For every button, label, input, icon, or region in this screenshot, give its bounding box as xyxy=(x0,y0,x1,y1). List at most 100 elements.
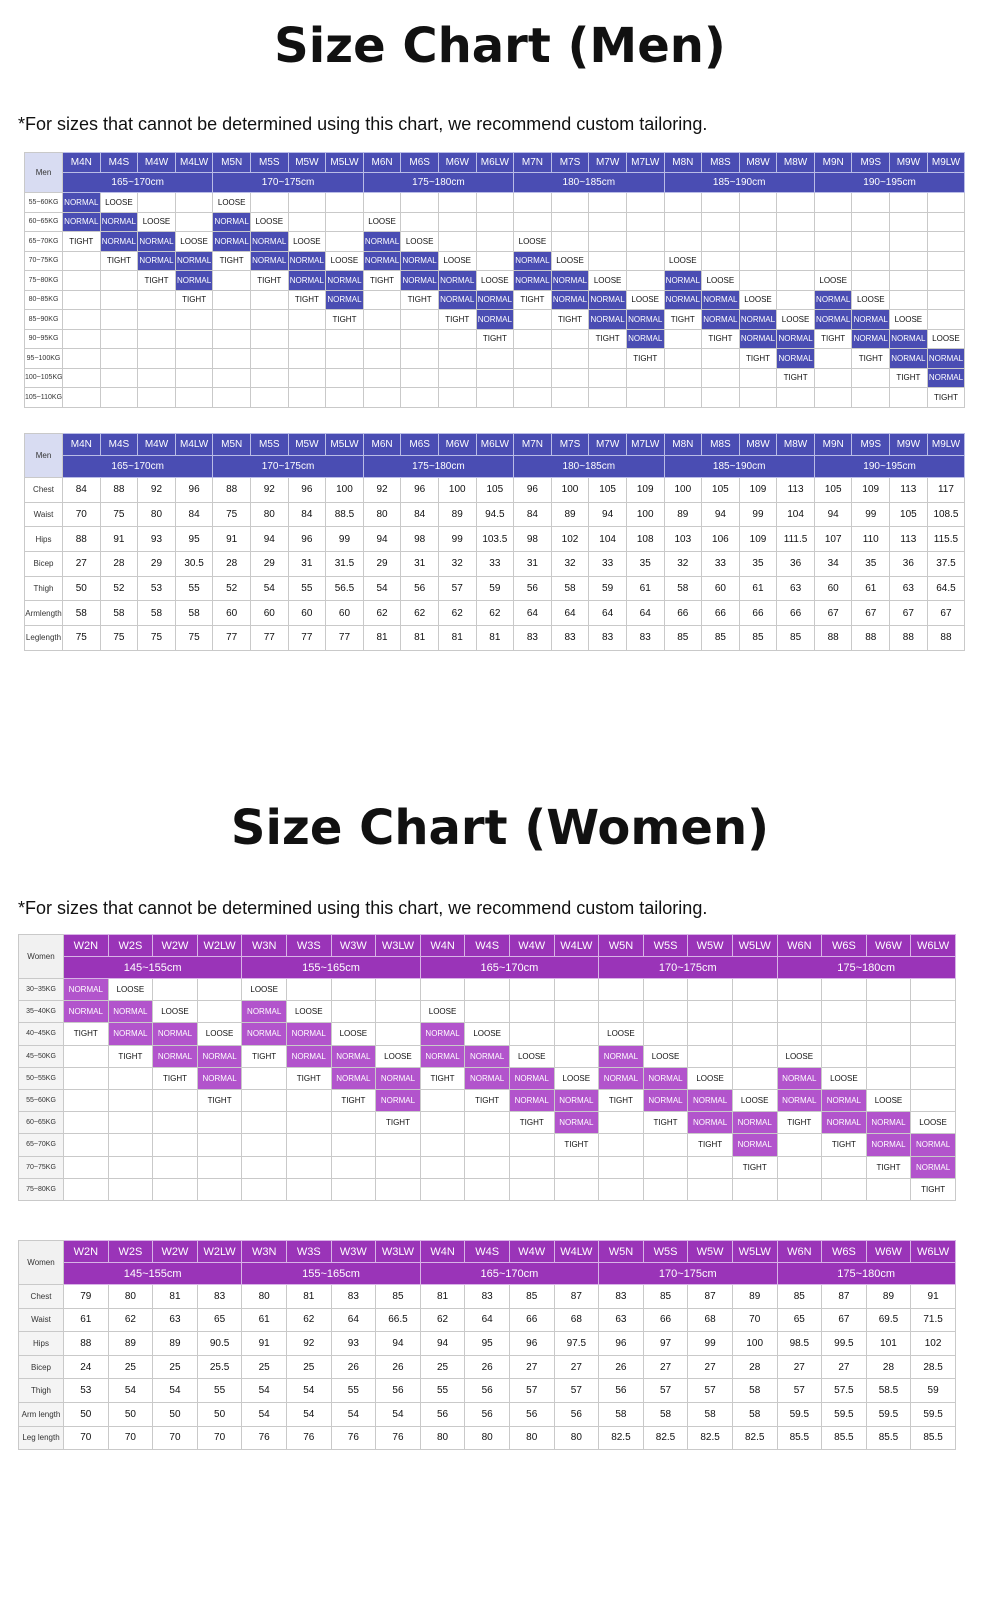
women-measurement-table: Women W2N W2S W2W W2LW W3N W3S W3W W3LW W4N W4S W4W… xyxy=(18,1240,956,1451)
fit-cell: TIGHT xyxy=(287,289,327,310)
measurement-cell: 87 xyxy=(687,1284,733,1309)
fit-cell: NORMAL xyxy=(776,348,815,369)
size-header: M4S xyxy=(99,152,139,173)
fit-cell: TIGHT xyxy=(174,289,214,310)
size-header: W6LW xyxy=(910,934,956,957)
corner-label: Women xyxy=(18,934,64,979)
size-header: M5N xyxy=(212,433,251,456)
fit-cell xyxy=(287,348,327,369)
measurement-cell: 61 xyxy=(625,575,665,602)
fit-cell xyxy=(889,270,928,291)
fit-cell xyxy=(588,367,627,388)
measurement-cell: 32 xyxy=(437,551,477,577)
measurement-cell: 84 xyxy=(513,501,552,528)
fit-cell xyxy=(241,1133,287,1157)
fit-cell: NORMAL xyxy=(375,1066,421,1090)
fit-cell xyxy=(738,211,778,232)
fit-cell xyxy=(174,367,214,388)
measurement-cell: 56 xyxy=(508,1401,555,1427)
measurement-cell: 29 xyxy=(249,551,289,577)
fit-cell xyxy=(241,1155,287,1179)
measurement-cell: 91 xyxy=(212,526,251,553)
measurement-cell: 85.5 xyxy=(821,1425,867,1451)
fit-cell xyxy=(738,231,778,252)
measurement-cell: 97 xyxy=(642,1331,689,1356)
fit-cell: LOOSE xyxy=(513,231,552,252)
measurement-cell: 57 xyxy=(776,1378,823,1403)
height-group-header: 145~155cm xyxy=(62,1262,243,1285)
fit-cell xyxy=(776,387,815,408)
fit-cell xyxy=(865,1000,912,1024)
fit-cell: TIGHT xyxy=(437,309,477,330)
measurement-cell: 82.5 xyxy=(598,1425,644,1451)
fit-cell: NORMAL xyxy=(241,1022,287,1046)
size-header: M4W xyxy=(137,433,176,456)
measurement-cell: 58 xyxy=(550,575,590,602)
fit-cell: NORMAL xyxy=(63,977,109,1002)
fit-cell xyxy=(330,1155,377,1179)
fit-cell: LOOSE xyxy=(196,1022,243,1046)
measurement-cell: 62 xyxy=(437,600,477,627)
fit-cell: NORMAL xyxy=(137,250,176,271)
measurement-cell: 101 xyxy=(865,1331,912,1356)
fit-cell xyxy=(400,348,439,369)
fit-cell xyxy=(330,1000,377,1024)
measurement-row: Chest 79 80 81 83 80 81 83 85 81 83 85 87 83 85 87 89 85 8… xyxy=(18,1284,956,1309)
fit-cell xyxy=(212,270,251,291)
fit-cell xyxy=(137,387,176,408)
measurement-cell: 32 xyxy=(663,551,703,577)
fit-cell xyxy=(513,309,552,330)
measurement-cell: 113 xyxy=(889,477,928,503)
fit-cell xyxy=(851,387,891,408)
fit-cell: LOOSE xyxy=(400,231,439,252)
fit-cell xyxy=(865,977,912,1002)
measurement-cell: 35 xyxy=(625,551,665,577)
fit-cell xyxy=(926,231,966,252)
measurement-cell: 96 xyxy=(287,477,327,503)
fit-cell xyxy=(174,348,214,369)
fit-cell xyxy=(285,1133,332,1157)
size-header-row: Men M4N M4S M4W M4LW M5N M5S M5W M5LW M6N M6S M6W M6… xyxy=(24,152,966,193)
fit-cell xyxy=(813,211,853,232)
fit-cell xyxy=(464,1000,510,1024)
measurement-cell: 50 xyxy=(63,1401,109,1427)
measurement-cell: 94 xyxy=(588,501,627,528)
size-header: W6N xyxy=(776,1240,823,1263)
measurement-cell: 88 xyxy=(926,625,966,651)
fit-cell xyxy=(663,367,703,388)
fit-cell xyxy=(362,387,402,408)
fit-cell xyxy=(642,1177,689,1201)
fit-cell xyxy=(701,250,740,271)
fit-cell xyxy=(598,1133,644,1157)
weight-row: 70~75KG TIGHT TIGHT NORMAL xyxy=(18,1155,956,1179)
fit-cell xyxy=(437,211,477,232)
measurement-label: Waist xyxy=(24,501,63,528)
size-header: M6S xyxy=(400,433,439,456)
fit-cell xyxy=(241,1066,287,1090)
fit-cell xyxy=(475,192,515,213)
fit-cell xyxy=(212,348,251,369)
measurement-cell: 96 xyxy=(508,1331,555,1356)
fit-cell: NORMAL xyxy=(738,309,778,330)
height-group-header: 165~170cm xyxy=(61,455,214,478)
fit-cell xyxy=(475,387,515,408)
size-header: M6S xyxy=(400,152,439,173)
fit-cell: LOOSE xyxy=(249,211,289,232)
measurement-cell: 33 xyxy=(701,551,740,577)
weight-row: 60~65KG TIGHT TIGHT NORMAL TIGHT NORMAL NORMAL… xyxy=(18,1111,956,1135)
size-header: W6S xyxy=(821,934,867,957)
fit-cell xyxy=(99,270,139,291)
measurement-cell: 91 xyxy=(910,1284,956,1309)
fit-cell xyxy=(99,367,139,388)
fit-cell xyxy=(475,231,515,252)
size-header: W5S xyxy=(642,1240,689,1263)
measurement-cell: 110 xyxy=(851,526,891,553)
fit-cell: LOOSE xyxy=(663,250,703,271)
fit-cell: NORMAL xyxy=(437,289,477,310)
measurement-cell: 81 xyxy=(285,1284,332,1309)
measurement-cell: 88 xyxy=(99,477,139,503)
measurement-cell: 27 xyxy=(776,1354,823,1380)
fit-cell xyxy=(419,977,466,1002)
measurement-cell: 75 xyxy=(62,625,101,651)
measurement-cell: 67 xyxy=(926,600,966,627)
